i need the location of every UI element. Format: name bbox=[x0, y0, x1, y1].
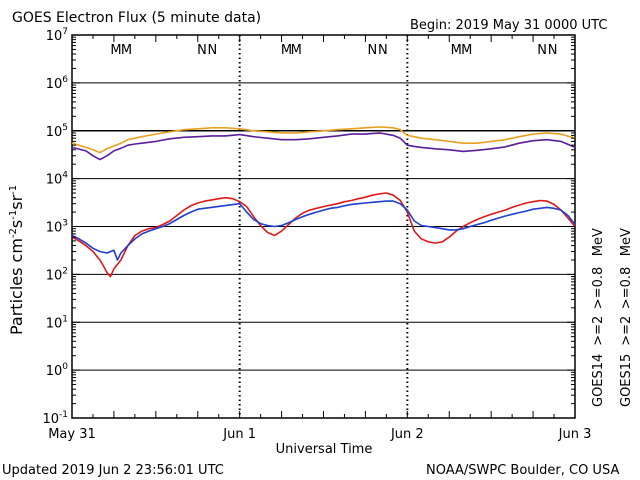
y-tick-label: 104 bbox=[46, 171, 69, 188]
updated-timestamp: Updated 2019 Jun 2 23:56:01 UTC bbox=[2, 463, 224, 478]
marker-group: M M N N MM N N M M N N bbox=[110, 43, 557, 58]
grid-lines bbox=[72, 35, 575, 418]
legend-goes14: >=2 bbox=[591, 316, 606, 346]
y-tick-label: 107 bbox=[46, 27, 68, 44]
x-tick-label: May 31 bbox=[48, 427, 96, 442]
series-line-2 bbox=[71, 192, 576, 278]
series-group bbox=[71, 126, 576, 278]
marker-n: N bbox=[368, 43, 378, 58]
marker-n: N bbox=[197, 43, 207, 58]
legend-goes15: GOES15 bbox=[619, 354, 634, 407]
y-tick-label: 102 bbox=[46, 266, 68, 283]
marker-m: M bbox=[281, 43, 292, 58]
source-credit: NOAA/SWPC Boulder, CO USA bbox=[426, 463, 619, 478]
legend-goes14: MeV bbox=[591, 228, 606, 256]
legend-goes15: >=0.8 bbox=[619, 267, 634, 309]
axis-group: 10-1 100 101 102 103 104 105 106 107 May 31 Jun 1 J… bbox=[42, 27, 591, 442]
chart-title: GOES Electron Flux (5 minute data) bbox=[12, 10, 261, 26]
y-tick-label: 100 bbox=[46, 362, 69, 379]
y-tick-label: 103 bbox=[46, 219, 68, 236]
x-tick-label: Jun 2 bbox=[390, 427, 424, 442]
series-line-0 bbox=[71, 126, 576, 154]
y-axis-label: Particles cm-2s-1sr-1 bbox=[7, 185, 26, 335]
series-line-1 bbox=[71, 132, 576, 161]
legend: GOES14 >=2 >=0.8 MeV GOES15 >=2 >=0.8 MeV bbox=[591, 228, 634, 407]
y-tick-label: 106 bbox=[46, 75, 69, 92]
legend-goes15: MeV bbox=[619, 228, 634, 256]
marker-n: N bbox=[208, 43, 218, 58]
y-tick-label: 10-1 bbox=[42, 410, 68, 427]
marker-m: M bbox=[110, 43, 121, 58]
legend-goes14: >=0.8 bbox=[591, 267, 606, 309]
marker-m: M bbox=[291, 43, 302, 58]
begin-time: Begin: 2019 May 31 0000 UTC bbox=[410, 18, 607, 33]
marker-m: M bbox=[461, 43, 472, 58]
x-tick-label: Jun 3 bbox=[558, 427, 592, 442]
series-line-3 bbox=[71, 200, 576, 261]
marker-m: M bbox=[121, 43, 132, 58]
marker-n: N bbox=[378, 43, 388, 58]
x-axis-label: Universal Time bbox=[276, 442, 373, 457]
y-tick-label: 101 bbox=[46, 314, 68, 331]
x-tick-label: Jun 1 bbox=[222, 427, 256, 442]
y-tick-label: 105 bbox=[46, 123, 68, 140]
marker-m: M bbox=[451, 43, 462, 58]
marker-n: N bbox=[548, 43, 558, 58]
legend-goes14: GOES14 bbox=[591, 354, 606, 407]
marker-n: N bbox=[537, 43, 547, 58]
legend-goes15: >=2 bbox=[619, 316, 634, 346]
